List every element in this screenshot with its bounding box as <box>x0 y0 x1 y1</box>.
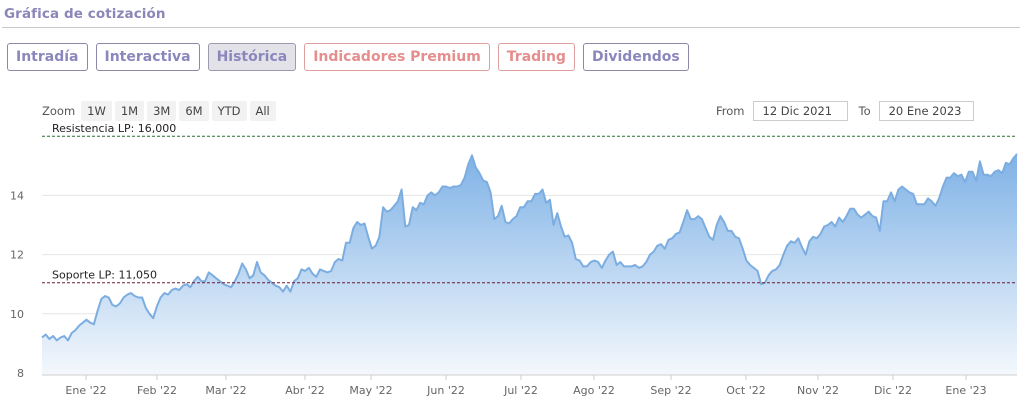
to-label: To <box>858 104 871 118</box>
range-button-ytd[interactable]: YTD <box>211 101 247 121</box>
from-date-input[interactable]: 12 Dic 2021 <box>752 101 848 121</box>
chart-tabs: Intradía Interactiva Histórica Indicador… <box>7 43 689 71</box>
y-axis-labels: 8 10 12 14 <box>10 189 24 380</box>
tab-dividendos[interactable]: Dividendos <box>582 43 689 71</box>
x-tick-label: Ago '22 <box>573 384 615 397</box>
tab-historica[interactable]: Histórica <box>207 43 297 71</box>
support-label: Soporte LP: 11,050 <box>52 269 157 282</box>
y-tick-label: 8 <box>17 367 24 380</box>
x-tick-label: May '22 <box>349 384 392 397</box>
x-tick-label: Nov '22 <box>797 384 839 397</box>
tab-trading[interactable]: Trading <box>497 43 575 71</box>
range-button-all[interactable]: All <box>249 101 276 121</box>
range-selector: Zoom 1W 1M 3M 6M YTD All <box>42 101 279 121</box>
range-button-6m[interactable]: 6M <box>179 101 209 121</box>
tab-intradia[interactable]: Intradía <box>7 43 88 71</box>
to-date-input[interactable]: 20 Ene 2023 <box>878 101 974 121</box>
x-axis: Ene '22 Feb '22 Mar '22 Abr '22 May '22 Jun '… <box>42 374 1017 397</box>
range-button-3m[interactable]: 3M <box>147 101 177 121</box>
x-tick-label: Sep '22 <box>650 384 691 397</box>
y-tick-label: 10 <box>10 308 24 321</box>
tab-interactiva[interactable]: Interactiva <box>95 43 200 71</box>
x-tick-label: Feb '22 <box>137 384 177 397</box>
x-tick-label: Abr '22 <box>285 384 325 397</box>
date-range: From 12 Dic 2021 To 20 Ene 2023 <box>716 101 974 121</box>
x-tick-label: Ene '23 <box>945 384 986 397</box>
tab-indicadores-premium[interactable]: Indicadores Premium <box>304 43 490 71</box>
title-divider <box>2 27 1020 28</box>
x-tick-label: Jun '22 <box>426 384 465 397</box>
zoom-label: Zoom <box>42 104 76 118</box>
price-area <box>42 154 1017 375</box>
price-line[interactable] <box>41 153 1018 342</box>
chart-section-title: Gráfica de cotización <box>4 6 166 22</box>
range-button-1w[interactable]: 1W <box>81 101 112 121</box>
range-button-1m[interactable]: 1M <box>114 101 145 121</box>
y-tick-label: 14 <box>10 189 24 202</box>
x-tick-label: Jul '22 <box>503 384 538 397</box>
x-tick-label: Mar '22 <box>205 384 246 397</box>
from-label: From <box>716 104 745 118</box>
plot-lines: Resistencia LP: 16,000 Soporte LP: 11,050 <box>42 122 1017 284</box>
x-tick-label: Oct '22 <box>726 384 766 397</box>
x-tick-label: Dic '22 <box>874 384 912 397</box>
resistance-label: Resistencia LP: 16,000 <box>52 122 176 135</box>
x-tick-label: Ene '22 <box>65 384 106 397</box>
y-tick-label: 12 <box>10 249 24 262</box>
